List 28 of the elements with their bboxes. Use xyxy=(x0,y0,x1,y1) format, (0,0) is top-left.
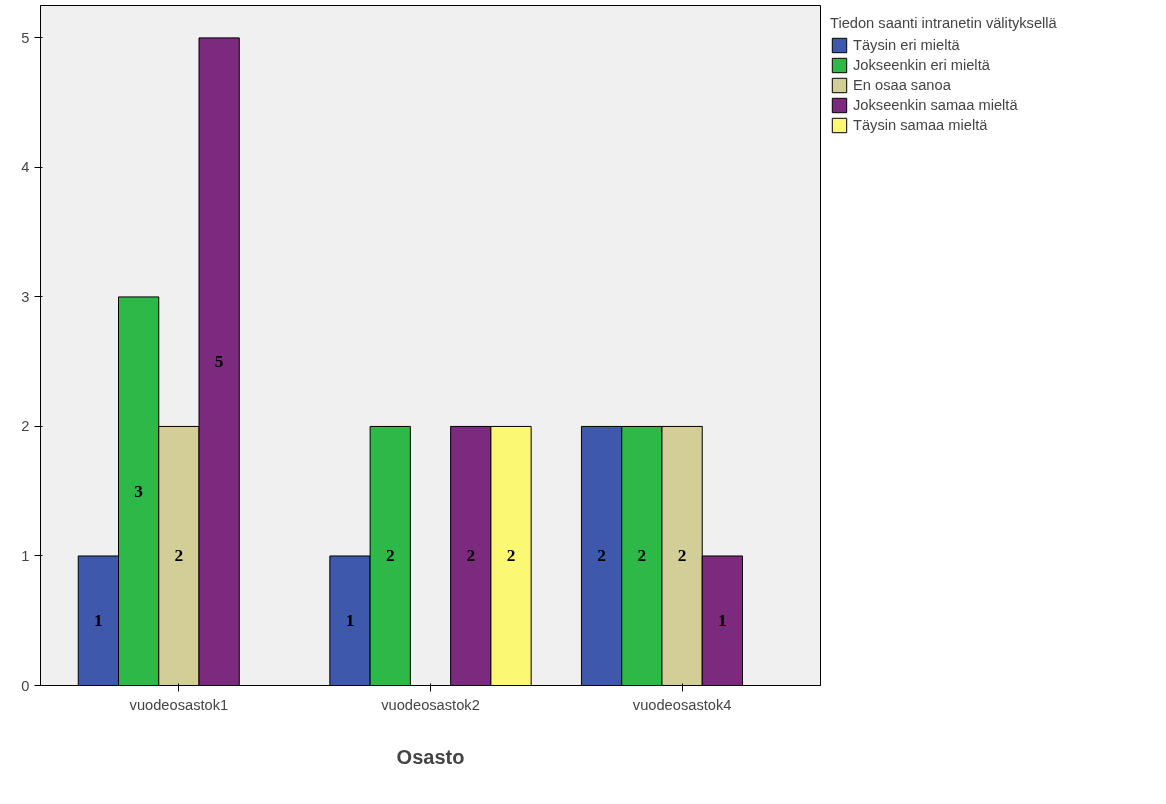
x-tick-label: vuodeosastok4 xyxy=(632,696,732,713)
data-label: 1 xyxy=(718,611,727,631)
legend-label: Täysin samaa mieltä xyxy=(853,117,988,133)
data-label: 2 xyxy=(174,546,184,566)
data-label: 1 xyxy=(94,611,103,631)
x-tick-label: vuodeosastok1 xyxy=(129,696,229,713)
legend-label: En osaa sanoa xyxy=(853,77,951,93)
data-label: 2 xyxy=(506,546,516,566)
legend-label: Jokseenkin samaa mieltä xyxy=(853,97,1018,113)
y-tick-label: 1 xyxy=(21,547,30,564)
data-label: 2 xyxy=(385,546,395,566)
y-tick-label: 2 xyxy=(21,418,30,435)
data-label: 2 xyxy=(466,546,476,566)
legend-title: Tiedon saanti intranetin välityksellä xyxy=(830,15,1057,31)
legend-label: Jokseenkin eri mieltä xyxy=(853,57,990,73)
data-label: 3 xyxy=(134,481,144,501)
data-label: 2 xyxy=(637,546,647,566)
y-tick-label: 3 xyxy=(21,288,30,305)
y-tick-label: 0 xyxy=(21,677,30,694)
data-label: 2 xyxy=(677,546,687,566)
data-label: 2 xyxy=(597,546,606,566)
y-tick-label: 5 xyxy=(21,29,30,46)
data-label: 5 xyxy=(214,352,224,372)
data-label: 1 xyxy=(345,611,355,631)
legend-label: Täysin eri mieltä xyxy=(853,37,960,53)
x-axis-title: Osasto xyxy=(396,745,465,768)
x-tick-label: vuodeosastok2 xyxy=(381,696,480,713)
y-tick-label: 4 xyxy=(21,159,30,176)
